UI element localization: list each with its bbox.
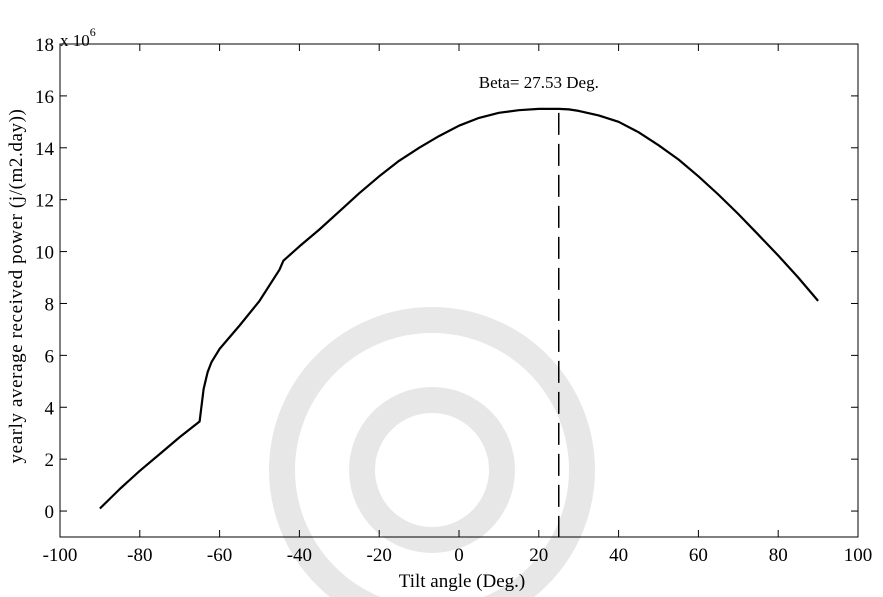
x-tick-label: 60 bbox=[689, 545, 708, 566]
x-tick-label: 20 bbox=[529, 545, 548, 566]
y-axis-multiplier-base: x 10 bbox=[60, 31, 90, 50]
x-tick-label: 0 bbox=[454, 545, 464, 566]
y-tick-label: 16 bbox=[35, 87, 54, 108]
x-tick-label: 40 bbox=[609, 545, 628, 566]
y-tick-label: 18 bbox=[35, 35, 54, 56]
y-axis-label: yearly average received power (j/(m2.day… bbox=[6, 109, 27, 464]
y-tick-label: 8 bbox=[45, 294, 55, 315]
x-axis-ticks: -100 -80 -60 -40 -20 0 20 40 60 80 100 bbox=[43, 44, 873, 566]
x-tick-label: 80 bbox=[769, 545, 788, 566]
x-tick-label: -60 bbox=[207, 545, 232, 566]
x-tick-label: -20 bbox=[367, 545, 392, 566]
y-tick-label: 10 bbox=[35, 243, 54, 264]
plot-area-border bbox=[59, 43, 859, 538]
x-tick-label: -80 bbox=[127, 545, 152, 566]
y-tick-label: 2 bbox=[45, 450, 55, 471]
x-tick-label: -100 bbox=[43, 545, 78, 566]
x-tick-label: 100 bbox=[844, 545, 873, 566]
y-tick-label: 12 bbox=[35, 191, 54, 212]
y-axis-multiplier: x 106 bbox=[60, 25, 96, 50]
y-axis-ticks: 0 2 4 6 8 10 12 14 16 18 bbox=[35, 35, 858, 523]
y-tick-label: 4 bbox=[45, 398, 55, 419]
y-axis-multiplier-exponent: 6 bbox=[90, 25, 96, 39]
x-tick-label: -40 bbox=[287, 545, 312, 566]
series-line bbox=[99, 107, 819, 510]
series-group bbox=[99, 107, 819, 510]
beta-annotation: Beta= 27.53 Deg. bbox=[479, 73, 599, 92]
watermark bbox=[269, 307, 595, 597]
y-tick-label: 14 bbox=[35, 139, 55, 160]
y-tick-label: 6 bbox=[45, 346, 55, 367]
plot-frame bbox=[59, 43, 859, 538]
y-tick-label: 0 bbox=[45, 502, 55, 523]
x-axis-label: Tilt angle (Deg.) bbox=[399, 571, 525, 592]
